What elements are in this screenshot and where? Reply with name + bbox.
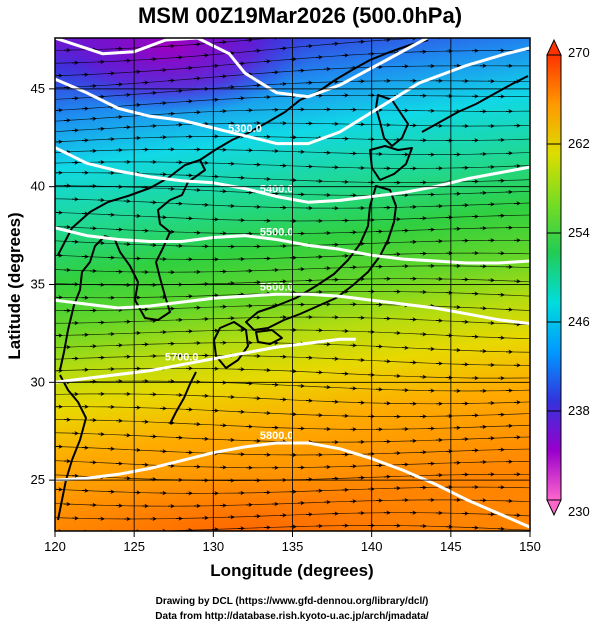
x-tick-label: 135 — [282, 539, 304, 554]
wind-arrow — [350, 30, 356, 31]
wind-arrow — [159, 67, 167, 73]
coastline-sakhalin — [375, 94, 409, 147]
height-contour-5200 — [55, 38, 428, 99]
y-tick-label: 35 — [31, 277, 45, 292]
colorbar-ticks: 230 238 246 254 262 270 — [547, 45, 590, 519]
colorbar-scale — [546, 54, 562, 501]
wind-arrow — [238, 29, 244, 30]
wind-arrow — [298, 35, 304, 36]
y-tick-label: 40 — [31, 179, 45, 194]
contour-label-5500: 5500.0 — [260, 227, 294, 239]
contour-label-5600: 5600.0 — [260, 281, 294, 293]
y-tick-label: 25 — [31, 472, 45, 487]
wind-arrow — [212, 31, 218, 32]
x-tick-label: 140 — [361, 539, 383, 554]
coastline-shikoku — [255, 329, 283, 345]
wind-arrow — [305, 43, 313, 49]
x-axis-label: Longitude (degrees) — [210, 561, 373, 580]
wind-arrow — [315, 54, 323, 60]
wind-arrow — [193, 76, 201, 81]
x-tick-label: 150 — [519, 539, 541, 554]
y-tick-label: 45 — [31, 81, 45, 96]
coastline-ryukyu — [169, 371, 197, 425]
wind-arrow — [175, 88, 183, 94]
wind-arrow — [331, 41, 339, 47]
x-tick-label: 130 — [202, 539, 224, 554]
x-tick-label: 120 — [44, 539, 66, 554]
colorbar-tick-label: 246 — [568, 314, 590, 329]
contour-label-5400: 5400.0 — [260, 184, 294, 196]
plot-area: 5200.05300.05400.05500.05600.05700.05800… — [55, 29, 530, 531]
wind-arrow — [253, 48, 261, 54]
wind-arrow — [219, 40, 227, 45]
wind-arrow — [263, 59, 271, 64]
credit-drawing: Drawing by DCL (https://www.gfd-dennou.o… — [156, 596, 429, 607]
colorbar-tick-label: 270 — [568, 45, 590, 60]
warm-core-shading — [55, 470, 479, 531]
contour-label-5300: 5300.0 — [228, 123, 262, 135]
colorbar-tick-label: 238 — [568, 403, 590, 418]
coastline-kurils — [421, 75, 529, 133]
colorbar: 230 238 246 254 262 270 — [546, 38, 590, 519]
y-tick-label: 30 — [31, 374, 45, 389]
contour-label-5800: 5800.0 — [260, 430, 294, 442]
colorbar-min-triangle — [546, 499, 562, 517]
wind-arrow — [279, 46, 287, 51]
colorbar-max-triangle — [546, 38, 562, 56]
colorbar-tick-label: 254 — [568, 225, 590, 240]
x-tick-label: 125 — [123, 539, 145, 554]
coastline-hokkaido — [369, 145, 413, 181]
y-axis-ticks: 25 30 35 40 45 — [31, 81, 55, 487]
coastline-honshu — [245, 185, 397, 331]
x-axis-ticks: 120 125 130 135 140 145 150 — [44, 531, 541, 554]
x-tick-label: 145 — [440, 539, 462, 554]
chart-title: MSM 00Z19Mar2026 (500.0hPa) — [138, 3, 462, 28]
coastline-kyushu — [213, 321, 249, 369]
wind-arrow — [219, 74, 227, 79]
credit-data: Data from http://database.rish.kyoto-u.a… — [155, 611, 429, 622]
coastline-china-south — [57, 374, 87, 521]
colorbar-tick-label: 230 — [568, 504, 590, 519]
contour-label-5700: 5700.0 — [165, 352, 199, 364]
wind-arrow — [149, 90, 157, 96]
wind-arrow — [175, 55, 183, 60]
wind-arrow — [245, 38, 253, 43]
wind-arrow — [324, 32, 330, 33]
streamline — [55, 38, 275, 51]
gridlines — [55, 38, 530, 531]
wind-arrow — [167, 78, 175, 83]
colorbar-tick-label: 262 — [568, 136, 590, 151]
wind-arrow — [201, 53, 209, 58]
wind-arrow — [185, 65, 193, 71]
y-axis-label: Latitude (degrees) — [5, 212, 24, 359]
